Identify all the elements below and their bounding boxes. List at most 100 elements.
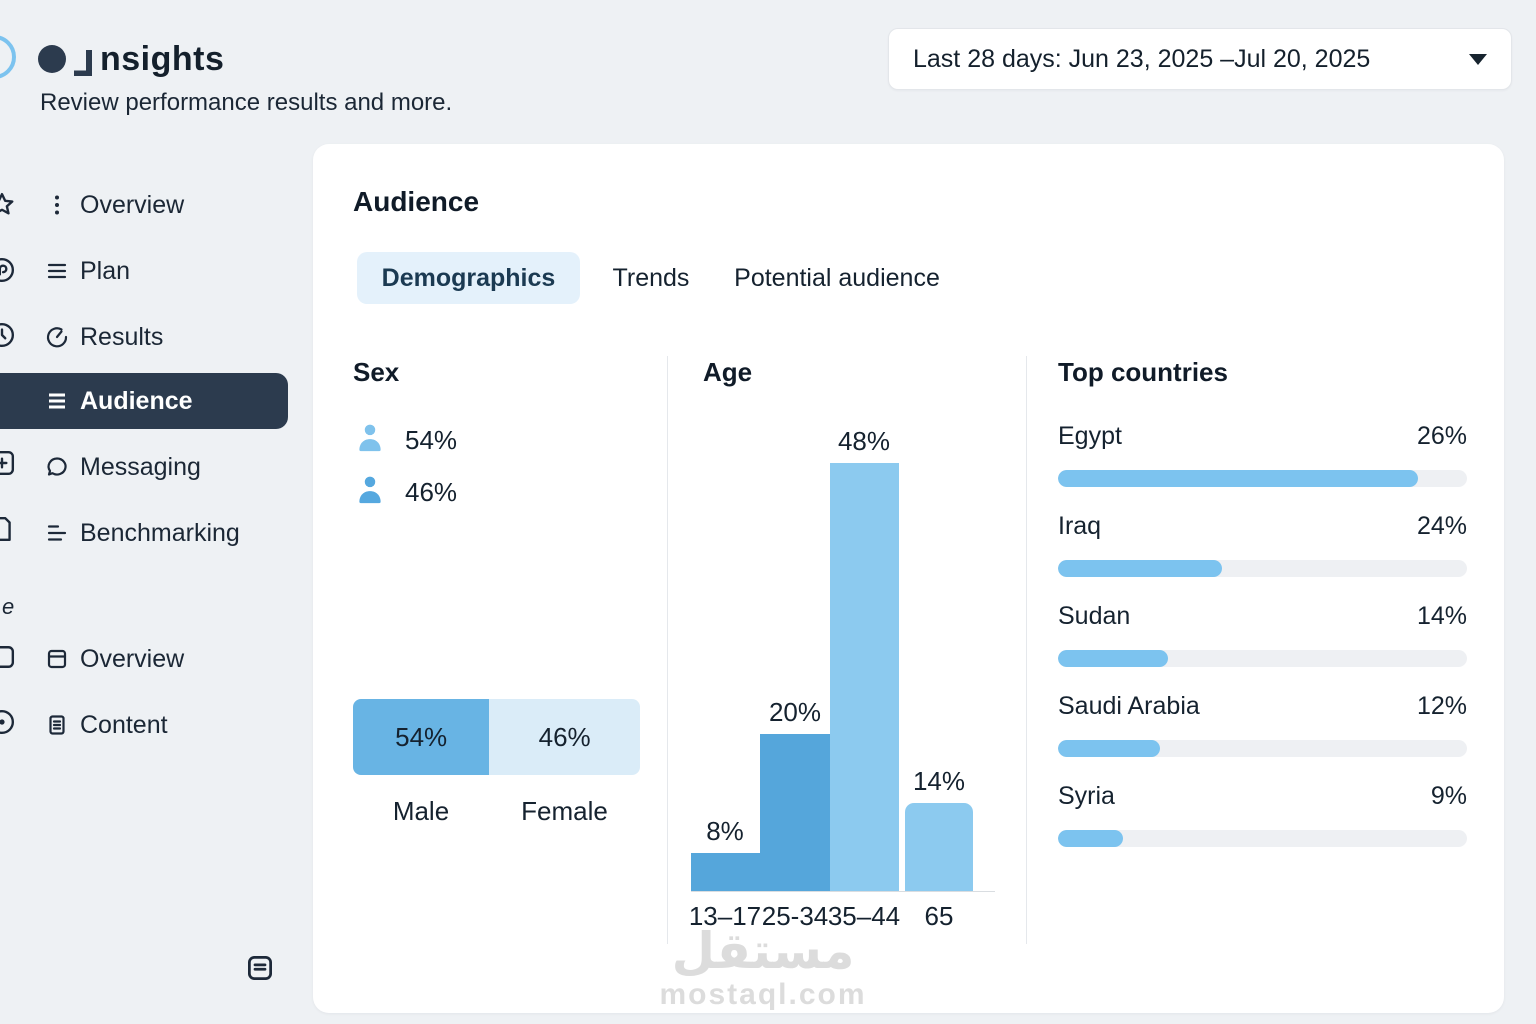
sidebar-item-label: Overview [80, 644, 185, 673]
page-icon [0, 516, 15, 542]
circle-badge-icon [0, 257, 15, 283]
tab-potential-audience[interactable]: Potential audience [714, 252, 960, 304]
chat-bubble-icon [45, 455, 69, 479]
country-name: Sudan [1058, 602, 1131, 630]
document-icon [45, 713, 69, 737]
logo-dot-icon [38, 45, 66, 73]
sex-bar-male-value: 54% [395, 721, 448, 752]
chevron-down-icon [1469, 53, 1487, 65]
sidebar-item-messaging[interactable]: Messaging [0, 439, 288, 495]
watermark: مستقل mostaql.com [573, 926, 953, 1012]
age-tick-label: 13–17 [688, 901, 762, 931]
star-icon [0, 192, 15, 218]
country-pct: 9% [1430, 782, 1467, 810]
age-bar-65 [905, 803, 973, 891]
note-card-icon[interactable] [245, 953, 275, 983]
sidebar-item-audience[interactable]: Audience [0, 373, 288, 429]
gauge-icon [45, 325, 69, 349]
age-section-title: Age [703, 357, 753, 387]
column-divider [1026, 356, 1027, 944]
sidebar-item-overview[interactable]: Overview [0, 177, 288, 233]
column-divider [667, 356, 668, 944]
country-bar [1058, 740, 1467, 757]
country-bar-fill [1058, 560, 1222, 577]
sidebar-item-plan[interactable]: Plan [0, 243, 288, 299]
country-bar-fill [1058, 740, 1161, 757]
circle-dot-icon [0, 709, 15, 735]
thick-lines-icon [45, 389, 69, 413]
sex-female-label: Female [521, 796, 608, 826]
country-bar-fill [1058, 650, 1169, 667]
tab-label: Demographics [381, 263, 556, 292]
country-bar-fill [1058, 470, 1418, 487]
sidebar-item-label: Content [80, 710, 168, 739]
partial-circle-logo-icon [0, 35, 16, 79]
sidebar-item-label: Audience [80, 386, 193, 415]
sex-female-pct: 46% [405, 477, 458, 507]
page-title: nsights [100, 40, 225, 78]
country-bar [1058, 470, 1467, 487]
sidebar-item-overview-2[interactable]: Overview [0, 631, 288, 687]
age-bar-35-44 [830, 463, 899, 891]
age-bar-13-17 [691, 853, 760, 891]
country-bar [1058, 650, 1467, 667]
age-tick-label: 35–44 [827, 901, 901, 931]
date-range-selector[interactable]: Last 28 days: Jun 23, 2025 –Jul 20, 2025 [888, 28, 1512, 90]
watermark-arabic: مستقل [671, 922, 855, 980]
align-lines-icon [45, 521, 69, 545]
partial-section-text: e [2, 594, 15, 619]
age-bar-value: 14% [912, 766, 966, 796]
logo-i-glyph-icon [70, 49, 94, 77]
sidebar-item-label: Overview [80, 190, 185, 219]
age-bar-value: 48% [837, 426, 891, 456]
sex-male-label: Male [392, 796, 450, 826]
sidebar-item-label: Results [80, 322, 164, 351]
countries-section-title: Top countries [1058, 357, 1228, 387]
country-name: Syria [1058, 782, 1115, 810]
sidebar-item-benchmarking[interactable]: Benchmarking [0, 505, 288, 561]
age-axis-line [691, 891, 995, 892]
country-pct: 26% [1416, 422, 1467, 450]
country-bar [1058, 830, 1467, 847]
square-icon [0, 644, 15, 670]
age-tick-label: 25-34 [761, 901, 829, 931]
person-icon [355, 475, 385, 505]
tab-label: Potential audience [734, 263, 940, 292]
person-icon [355, 423, 385, 453]
watermark-latin: mostaql.com [659, 978, 867, 1011]
kebab-dots-icon [45, 193, 69, 217]
panel-heading: Audience [353, 186, 480, 217]
lines-icon [45, 259, 69, 283]
country-bar [1058, 560, 1467, 577]
tab-trends[interactable]: Trends [596, 252, 706, 304]
age-tick-label: 65 [924, 901, 954, 931]
age-bar-value: 8% [706, 816, 744, 846]
sidebar-item-results[interactable]: Results [0, 309, 288, 365]
sidebar-item-content[interactable]: Content [0, 697, 288, 753]
tab-demographics[interactable]: Demographics [357, 252, 580, 304]
sex-male-pct: 54% [405, 425, 458, 455]
sex-section-title: Sex [353, 357, 400, 387]
country-pct: 12% [1416, 692, 1467, 720]
country-name: Saudi Arabia [1058, 692, 1200, 720]
age-bar-25-34 [760, 734, 830, 891]
country-name: Iraq [1058, 512, 1102, 540]
date-range-label: Last 28 days: Jun 23, 2025 –Jul 20, 2025 [913, 44, 1371, 73]
age-bar-value: 20% [768, 697, 822, 727]
audience-panel: Audience Demographics Trends Potential a… [313, 144, 1504, 1013]
plus-square-icon [0, 450, 15, 476]
country-pct: 14% [1416, 602, 1467, 630]
sidebar-item-label: Messaging [80, 452, 201, 481]
country-bar-fill [1058, 830, 1124, 847]
country-name: Egypt [1058, 422, 1122, 450]
tab-label: Trends [612, 263, 690, 292]
sidebar-item-label: Benchmarking [80, 518, 240, 547]
country-pct: 24% [1416, 512, 1467, 540]
sex-split-bar: 54% 46% [353, 699, 640, 775]
clock-icon [0, 322, 15, 348]
sex-bar-male-segment: 54% [353, 699, 490, 775]
sex-bar-female-value: 46% [538, 721, 591, 752]
page-subtitle: Review performance results and more. [40, 89, 453, 116]
window-icon [45, 647, 69, 671]
